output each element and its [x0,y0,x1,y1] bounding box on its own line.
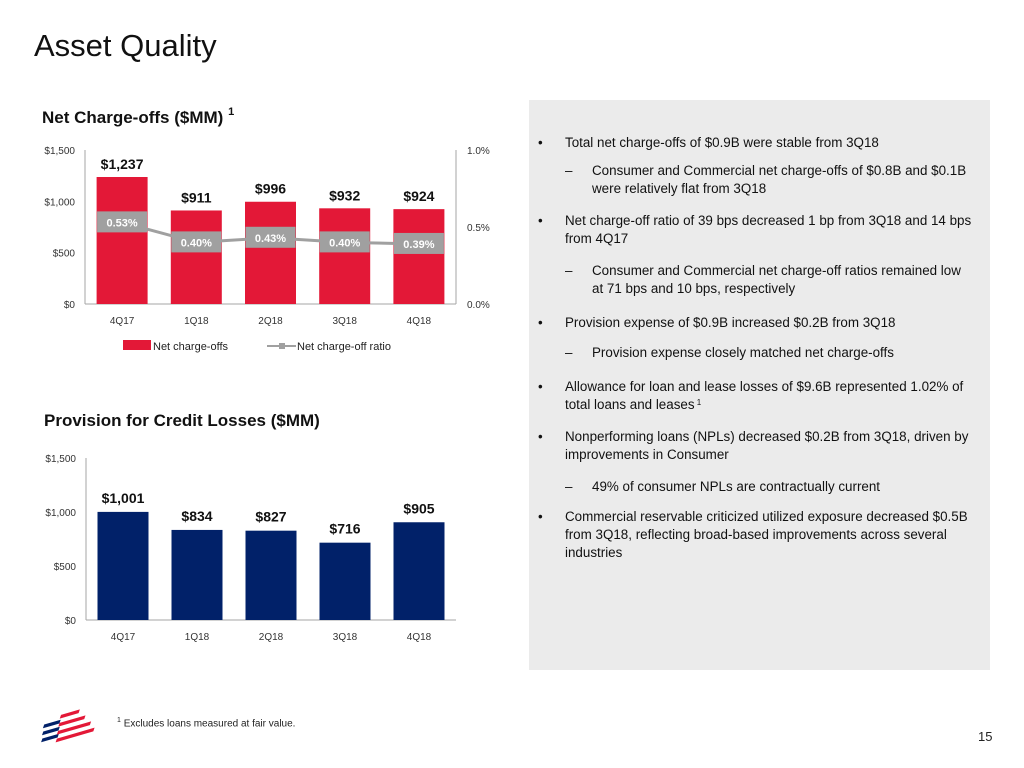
ratio-value-label: 0.43% [255,233,286,245]
ratio-value-label: 0.40% [181,237,212,249]
x-tick-label: 4Q17 [110,316,135,327]
net-charge-offs-title-text: Net Charge-offs ($MM) [42,108,224,127]
footnote-text: Excludes loans measured at fair value. [123,718,296,730]
y2-tick-label: 0.5% [467,223,490,234]
x-tick-label: 2Q18 [259,632,284,643]
dash-marker-icon: – [565,479,573,494]
bar-net-charge-offs [319,208,371,304]
ratio-label-box [245,226,296,248]
y-tick-label: $1,500 [44,146,75,157]
legend-label-net-charge-offs: Net charge-offs [153,341,229,353]
bar-net-charge-offs [96,177,148,304]
y2-tick-label: 0.0% [467,300,490,311]
x-tick-label: 4Q18 [407,632,432,643]
net-charge-offs-chart-title: Net Charge-offs ($MM) 1 [42,106,235,128]
legend-label-ratio: Net charge-off ratio [297,341,391,353]
ratio-value-label: 0.53% [106,217,137,229]
bullet-text: Net charge-off ratio of 39 bps decreased… [565,213,972,246]
x-tick-label: 1Q18 [185,632,210,643]
bullet-text: Nonperforming loans (NPLs) decreased $0.… [565,429,969,462]
x-tick-label: 3Q18 [333,632,358,643]
provision-chart-title: Provision for Credit Losses ($MM) [44,411,320,430]
y-tick-label: $1,000 [45,508,76,519]
bar-value-label: $996 [255,181,286,197]
bullet-marker-icon: • [538,213,543,228]
y-tick-label: $0 [64,300,76,311]
ratio-value-label: 0.40% [329,237,360,249]
bar-provision [97,511,149,620]
bar-value-label: $716 [329,521,360,537]
bar-provision [245,530,297,620]
bullet-text: 49% of consumer NPLs are contractually c… [592,479,881,494]
bullet-text: Provision expense of $0.9B increased $0.… [565,315,896,330]
ratio-value-label: 0.39% [403,239,434,251]
x-tick-label: 3Q18 [332,316,357,327]
ratio-label-box [171,231,222,253]
bullet-item: • Commercial reservable criticized utiliz… [538,508,975,562]
footnote: 1 Excludes loans measured at fair value. [117,717,295,729]
page-title: Asset Quality [34,28,217,63]
dash-marker-icon: – [565,345,573,360]
bar-value-label: $1,001 [102,490,145,506]
bullet-marker-icon: • [538,429,543,444]
net-charge-offs-chart: $0 $500 $1,000 $1,500 0.0% 0.5% 1.0% $1,237 4Q17… [44,146,490,353]
bar-provision [393,522,445,620]
bullet-text: Consumer and Commercial net charge-off r… [592,263,961,296]
bar-value-label: $827 [255,509,286,525]
bar-value-label: $905 [403,500,434,516]
y-tick-label: $1,000 [44,197,75,208]
bar-net-charge-offs [393,209,445,304]
sub-bullet-item: – Consumer and Commercial net charge-off … [565,262,972,298]
bullet-item: • Total net charge-offs of $0.9B were sta… [538,134,975,152]
bullet-marker-icon: • [538,315,543,330]
bullet-item: • Nonperforming loans (NPLs) decreased $0… [538,428,975,464]
page-number: 15 [978,729,993,744]
y-tick-label: $1,500 [45,454,76,465]
sub-bullet-item: – 49% of consumer NPLs are contractually … [565,478,972,496]
bullet-text: Provision expense closely matched net ch… [592,345,894,360]
bar-value-label: $932 [329,187,360,203]
bullet-text: Allowance for loan and lease losses of $… [565,379,964,412]
net-charge-offs-title-footnote: 1 [228,106,235,118]
legend-bar-swatch [123,340,151,350]
bullet-item: • Provision expense of $0.9B increased $0… [538,314,975,332]
dash-marker-icon: – [565,263,573,278]
bar-value-label: $1,237 [101,156,144,172]
bullet-marker-icon: • [538,379,543,394]
bar-net-charge-offs [245,201,296,304]
y-tick-label: $0 [65,616,77,627]
provision-chart: $0 $500 $1,000 $1,500 $1,001 4Q17 $834 1Q18 $827… [45,454,456,643]
bank-logo-icon [41,709,95,743]
sub-bullet-item: – Provision expense closely matched net c… [565,344,972,362]
bar-provision [319,542,371,620]
bar-value-label: $911 [181,189,212,205]
sub-bullet-item: – Consumer and Commercial net charge-offs… [565,162,972,198]
bullet-marker-icon: • [538,135,543,150]
y2-tick-label: 1.0% [467,146,490,157]
bullet-item: • Allowance for loan and lease losses of … [538,378,975,414]
footnote-marker: 1 [117,717,121,724]
x-tick-label: 4Q18 [407,316,432,327]
bullet-footnote-marker: 1 [694,398,702,407]
bar-net-charge-offs [170,210,222,304]
bullet-text: Commercial reservable criticized utilize… [565,509,968,560]
ratio-label-box [319,231,370,253]
bar-value-label: $924 [403,188,434,204]
bullet-marker-icon: • [538,509,543,524]
bullet-text: Total net charge-offs of $0.9B were stab… [565,135,879,150]
x-tick-label: 4Q17 [111,632,136,643]
commentary-panel: • Total net charge-offs of $0.9B were sta… [529,100,990,670]
bar-provision [171,529,223,620]
bullet-item: • Net charge-off ratio of 39 bps decrease… [538,212,975,248]
x-tick-label: 1Q18 [184,316,209,327]
bar-value-label: $834 [181,508,212,524]
ratio-label-box [393,232,444,254]
legend-line-marker [279,343,285,349]
ratio-label-box [97,211,148,233]
y-tick-label: $500 [53,249,76,260]
dash-marker-icon: – [565,163,573,178]
x-tick-label: 2Q18 [258,316,283,327]
y-tick-label: $500 [54,562,77,573]
bullet-text: Consumer and Commercial net charge-offs … [592,163,967,196]
